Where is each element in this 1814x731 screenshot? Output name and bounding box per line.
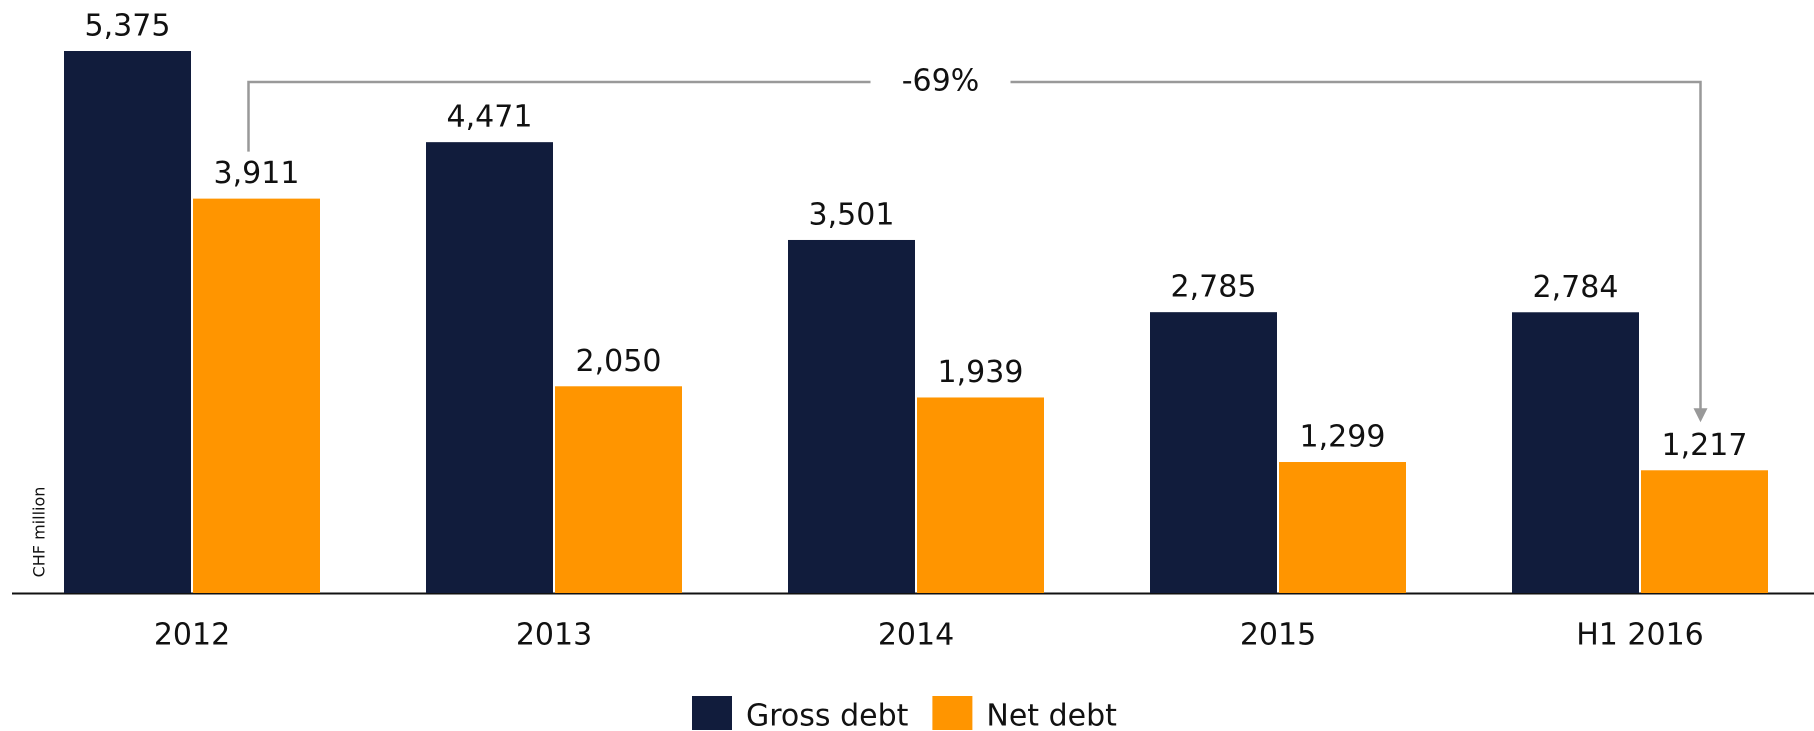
data-label: 3,911 bbox=[214, 156, 300, 191]
x-tick-label: 2015 bbox=[1240, 618, 1316, 653]
x-tick-label: 2012 bbox=[154, 618, 230, 653]
data-label: 1,939 bbox=[938, 355, 1024, 390]
bar bbox=[917, 397, 1044, 593]
x-tick-label: 2013 bbox=[516, 618, 592, 653]
data-label: 3,501 bbox=[809, 197, 895, 232]
data-label: 2,784 bbox=[1533, 270, 1619, 305]
bar bbox=[426, 142, 553, 593]
arrow-head bbox=[1693, 408, 1708, 423]
x-tick-label: 2014 bbox=[878, 618, 954, 653]
legend-label: Net debt bbox=[986, 699, 1117, 731]
bar bbox=[1279, 462, 1406, 593]
bar bbox=[64, 51, 191, 593]
y-axis-label: CHF million bbox=[30, 487, 49, 578]
data-label: 2,050 bbox=[576, 344, 662, 379]
bar bbox=[1641, 470, 1768, 593]
legend-label: Gross debt bbox=[746, 699, 909, 731]
bracket bbox=[247, 80, 1702, 411]
data-label: 1,217 bbox=[1662, 428, 1748, 463]
annotation: -69% bbox=[902, 64, 980, 99]
bar bbox=[788, 239, 915, 593]
legend-swatch bbox=[932, 696, 973, 730]
data-label: 2,785 bbox=[1171, 270, 1257, 305]
data-label: 4,471 bbox=[447, 100, 533, 135]
data-label: 1,299 bbox=[1300, 420, 1386, 455]
bar bbox=[555, 386, 682, 593]
x-tick-label: H1 2016 bbox=[1576, 618, 1704, 653]
bar bbox=[1512, 312, 1639, 593]
bar bbox=[1150, 312, 1277, 593]
bar bbox=[193, 198, 320, 593]
data-label: 5,375 bbox=[85, 9, 171, 44]
legend-swatch bbox=[692, 696, 732, 730]
